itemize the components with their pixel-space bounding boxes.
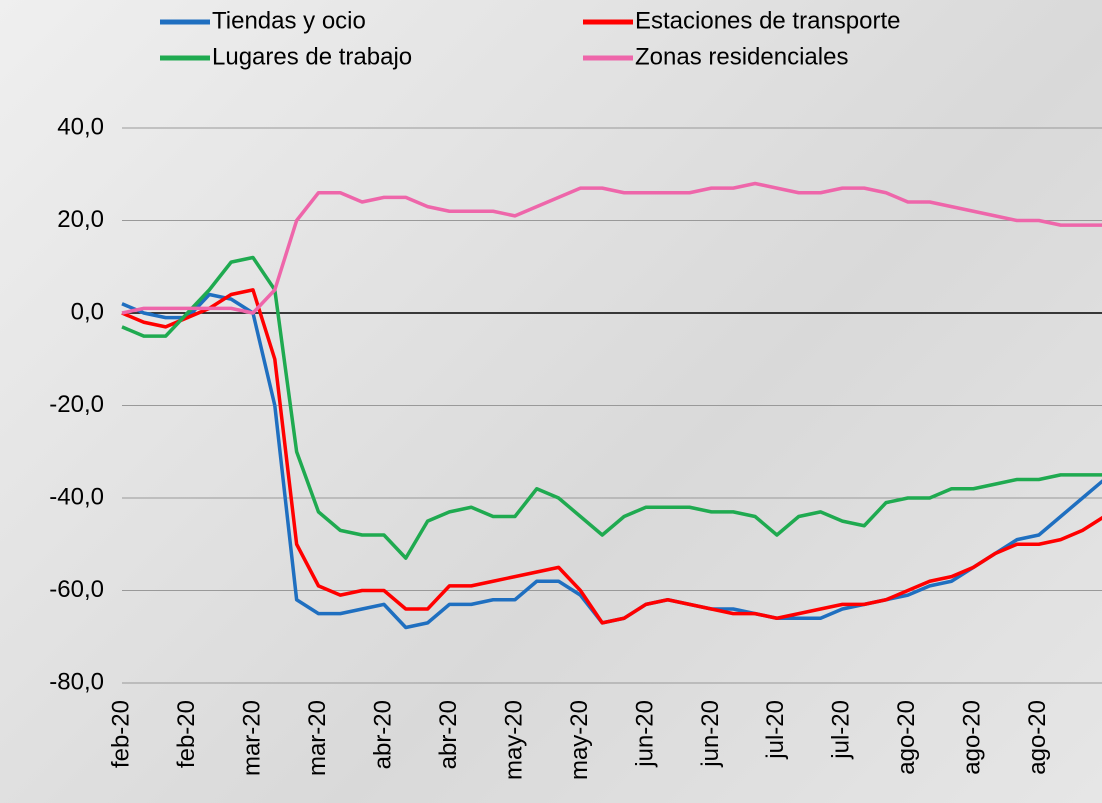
x-tick-label: abr-20 — [369, 700, 396, 769]
x-tick-label: ago-20 — [959, 700, 986, 775]
series-line — [121, 288, 1102, 625]
y-tick-label: -60,0 — [49, 576, 104, 603]
x-tick-label: feb-20 — [107, 700, 134, 768]
series-line — [121, 255, 1102, 560]
y-tick-label: 40,0 — [57, 113, 104, 140]
y-tick-label: -80,0 — [49, 668, 104, 695]
x-tick-label: may-20 — [500, 700, 527, 780]
y-tick-label: -40,0 — [49, 483, 104, 510]
x-tick-label: ago-20 — [1024, 700, 1051, 775]
legend-label: Lugares de trabajo — [212, 43, 412, 70]
x-tick-label: jul-20 — [762, 700, 789, 760]
y-tick-label: 0,0 — [71, 298, 104, 325]
y-tick-label: -20,0 — [49, 391, 104, 418]
y-tick-label: 20,0 — [57, 206, 104, 233]
x-tick-label: abr-20 — [435, 700, 462, 769]
x-tick-label: mar-20 — [304, 700, 331, 776]
series-line — [121, 181, 1102, 315]
x-tick-label: mar-20 — [238, 700, 265, 776]
legend-label: Tiendas y ocio — [212, 7, 366, 34]
x-tick-label: jun-20 — [697, 700, 724, 768]
x-tick-label: feb-20 — [173, 700, 200, 768]
x-tick-label: ago-20 — [893, 700, 920, 775]
legend-label: Estaciones de transporte — [635, 7, 901, 34]
x-tick-label: jul-20 — [828, 700, 855, 760]
x-tick-label: jun-20 — [631, 700, 658, 768]
legend-label: Zonas residenciales — [635, 43, 848, 70]
x-tick-label: may-20 — [566, 700, 593, 780]
